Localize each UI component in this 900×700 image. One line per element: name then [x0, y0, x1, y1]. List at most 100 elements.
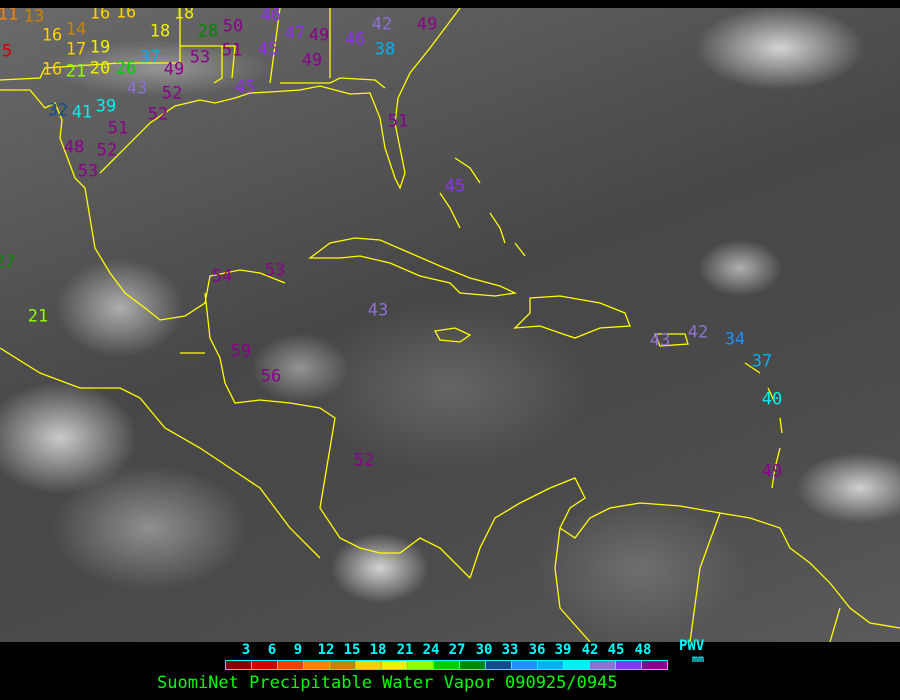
station-label: 49	[163, 59, 185, 80]
legend-unit-mm: mm	[692, 654, 705, 665]
satellite-image: 11 13 16 16 16 14 17 19 16 21 20 26 37 4…	[0, 8, 900, 642]
legend-swatch	[226, 661, 252, 669]
station-label: 52	[96, 140, 118, 161]
station-label: 40	[761, 389, 783, 410]
station-label: 53	[77, 161, 99, 182]
legend-tick: 3	[241, 642, 251, 658]
legend-swatch	[252, 661, 278, 669]
station-label: 43	[649, 330, 671, 351]
legend-tick: 30	[475, 642, 493, 658]
station-label: 26	[115, 58, 137, 79]
legend-swatch	[278, 661, 304, 669]
station-label: 42	[371, 14, 393, 35]
station-label: 20	[89, 58, 111, 79]
legend-tick: 24	[422, 642, 440, 658]
venezuela-border	[554, 512, 841, 642]
station-label: 45	[234, 77, 256, 98]
station-label: 16	[41, 59, 63, 80]
station-label: 53	[264, 260, 286, 281]
station-label: 17	[65, 39, 87, 60]
station-label: 47	[284, 23, 306, 44]
legend-tick: 21	[396, 642, 414, 658]
station-label: 52	[147, 104, 169, 125]
legend-swatch	[564, 661, 590, 669]
station-label: 37	[139, 47, 161, 68]
station-label: 39	[95, 96, 117, 117]
legend-swatch	[434, 661, 460, 669]
legend-tick: 48	[634, 642, 652, 658]
legend-tick: 45	[607, 642, 625, 658]
texas-louisiana-coast	[99, 8, 461, 190]
station-label: 16	[115, 8, 137, 23]
station-label: 59	[230, 341, 252, 362]
station-label: 16	[89, 8, 111, 24]
legend-swatch	[642, 661, 667, 669]
station-label: 21	[27, 306, 49, 327]
legend-swatch	[616, 661, 642, 669]
station-label: 38	[374, 39, 396, 60]
legend-tick: 18	[369, 642, 387, 658]
station-label: 32	[47, 100, 69, 121]
station-label: 43	[367, 300, 389, 321]
station-label: 28	[197, 21, 219, 42]
color-legend: 3 6 9 12 15 18 21 24 27 30 33 36 39 42 4…	[0, 638, 900, 700]
central-america	[0, 292, 471, 579]
station-label: 18	[173, 8, 195, 24]
station-label: 53	[189, 47, 211, 68]
station-label: 43	[126, 78, 148, 99]
station-label: 45	[444, 176, 466, 197]
station-label: 51	[221, 40, 243, 61]
map-title: SuomiNet Precipitable Water Vapor 090925…	[157, 673, 618, 693]
station-label: 50	[222, 16, 244, 37]
station-label: 16	[41, 25, 63, 46]
legend-unit-label: PWV	[679, 638, 705, 654]
state-borders	[0, 8, 386, 89]
station-label: 49	[416, 14, 438, 35]
legend-tick: 42	[581, 642, 599, 658]
station-label: 34	[724, 329, 746, 350]
legend-swatch	[356, 661, 382, 669]
legend-swatch	[512, 661, 538, 669]
station-label: 14	[65, 19, 87, 40]
legend-tick: 15	[343, 642, 361, 658]
station-label: 46	[260, 8, 282, 26]
legend-tick: 33	[501, 642, 519, 658]
legend-swatch	[486, 661, 512, 669]
coastlines-overlay	[0, 8, 900, 642]
puerto-rico	[654, 333, 689, 347]
legend-tick: 9	[293, 642, 303, 658]
station-label: 46	[344, 29, 366, 50]
station-label: 52	[161, 83, 183, 104]
legend-tick: 6	[267, 642, 277, 658]
legend-swatch	[538, 661, 564, 669]
station-label: 41	[71, 102, 93, 123]
station-label: 49	[301, 50, 323, 71]
station-label: 18	[149, 21, 171, 42]
station-label: 13	[23, 8, 45, 27]
legend-swatch	[460, 661, 486, 669]
station-label: 45	[257, 39, 279, 60]
legend-swatch	[408, 661, 434, 669]
legend-tick: 39	[554, 642, 572, 658]
station-label: 5	[1, 41, 13, 62]
station-label: 52	[353, 450, 375, 471]
lesser-antilles	[744, 362, 783, 489]
station-label: 48	[63, 137, 85, 158]
station-label: 51	[107, 118, 129, 139]
station-label: 27	[0, 252, 16, 273]
station-label: 42	[687, 322, 709, 343]
hispaniola	[513, 295, 631, 339]
bahamas	[439, 157, 526, 257]
legend-swatch	[304, 661, 330, 669]
station-label: 19	[89, 37, 111, 58]
legend-swatch	[382, 661, 408, 669]
station-label: 49	[308, 25, 330, 46]
station-label: 54	[211, 266, 233, 287]
cuba	[308, 237, 518, 297]
station-label: 21	[65, 61, 87, 82]
station-label: 37	[751, 351, 773, 372]
legend-tick: 27	[448, 642, 466, 658]
south-america-coast	[469, 477, 900, 629]
station-label: 49	[761, 461, 783, 482]
